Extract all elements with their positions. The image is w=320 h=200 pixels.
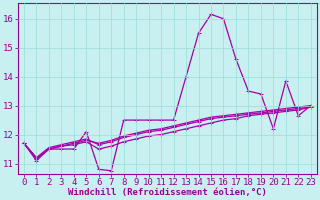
X-axis label: Windchill (Refroidissement éolien,°C): Windchill (Refroidissement éolien,°C) <box>68 188 267 197</box>
